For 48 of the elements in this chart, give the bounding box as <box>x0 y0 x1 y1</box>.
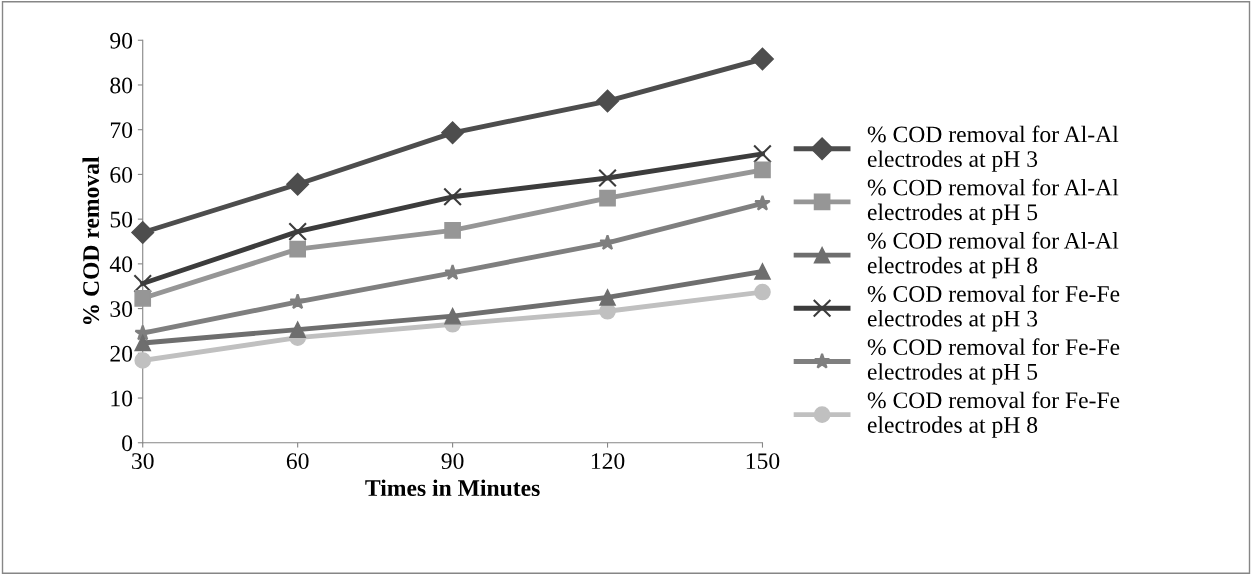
point <box>599 189 616 207</box>
legend-label: % COD removal for Al-Al electrodes at pH 8 <box>867 231 1119 279</box>
y-tick-label: 40 <box>109 256 133 273</box>
point <box>754 194 771 211</box>
x-tick-label: 60 <box>286 453 309 470</box>
y-tick-label: 0 <box>122 435 133 452</box>
legend-label: % COD removal for Al-Al electrodes at pH 5 <box>867 178 1119 226</box>
legend-label: % COD removal for Al-Al electrodes at pH 3 <box>867 125 1119 172</box>
point <box>444 307 461 325</box>
y-tick-label: 90 <box>110 32 133 49</box>
point <box>134 334 152 352</box>
y-tick-label: 20 <box>110 345 133 362</box>
point <box>754 263 771 280</box>
y-tick-label: 30 <box>110 301 133 318</box>
point <box>289 240 306 258</box>
y-tick-label: 50 <box>110 211 133 228</box>
legend-label: % COD removal for Fe-Fe electrodes at pH 8 <box>867 391 1120 438</box>
point <box>750 47 774 71</box>
point <box>596 89 620 113</box>
point <box>288 222 308 242</box>
point <box>133 274 153 293</box>
point <box>443 187 462 207</box>
x-tick-label: 30 <box>132 453 154 470</box>
point <box>754 283 771 301</box>
point <box>289 293 306 310</box>
x-tick-label: 90 <box>441 453 464 470</box>
x-tick-label: 150 <box>746 453 780 470</box>
point <box>753 144 772 164</box>
legend-label: % COD removal for Fe-Fe electrodes at pH 5 <box>867 338 1120 385</box>
y-axis-title: % COD removal <box>82 156 100 325</box>
point <box>134 352 152 369</box>
x-axis-title: Times in Minutes <box>365 479 540 497</box>
point <box>441 121 465 145</box>
point <box>286 172 310 196</box>
y-tick-label: 60 <box>110 166 133 183</box>
y-tick-label: 10 <box>111 390 133 407</box>
point <box>444 221 461 239</box>
legend-label: % COD removal for Fe-Fe electrodes at pH 3 <box>867 285 1120 332</box>
point <box>444 264 461 281</box>
y-tick-label: 70 <box>110 122 133 139</box>
point <box>131 221 155 245</box>
x-tick-label: 120 <box>591 453 625 470</box>
y-tick-label: 80 <box>110 77 133 94</box>
point <box>134 289 152 307</box>
point <box>289 321 306 338</box>
point <box>599 289 616 306</box>
point <box>754 161 771 179</box>
point <box>598 168 617 188</box>
